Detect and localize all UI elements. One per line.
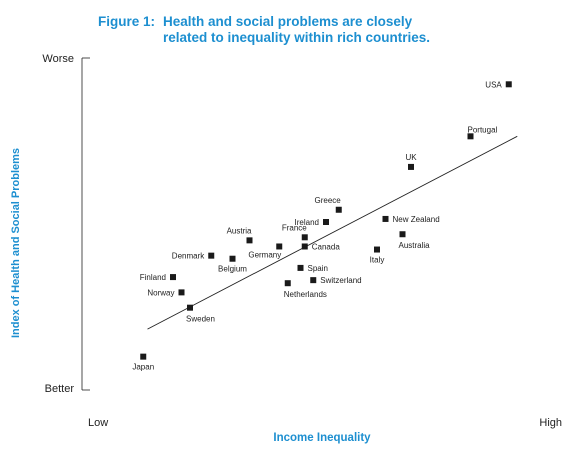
point-label-sweden: Sweden bbox=[186, 315, 215, 324]
point-label-spain: Spain bbox=[308, 264, 328, 273]
point-label-australia: Australia bbox=[399, 241, 431, 250]
point-label-ireland: Ireland bbox=[295, 218, 319, 227]
point-label-greece: Greece bbox=[315, 196, 342, 205]
figure-title-line-2: related to inequality within rich countr… bbox=[163, 30, 431, 45]
trend-line bbox=[147, 135, 518, 330]
point-switzerland bbox=[310, 277, 317, 284]
point-label-canada: Canada bbox=[312, 242, 341, 251]
point-label-japan: Japan bbox=[132, 363, 154, 372]
point-italy bbox=[374, 246, 380, 253]
point-france bbox=[301, 234, 308, 241]
x-tick-label-high: High bbox=[539, 417, 562, 429]
point-austria bbox=[246, 237, 253, 244]
point-label-switzerland: Switzerland bbox=[320, 276, 361, 285]
y-tick-label-better: Better bbox=[45, 383, 75, 395]
x-axis-title: Income Inequality bbox=[273, 432, 371, 444]
point-belgium bbox=[229, 255, 236, 262]
point-usa bbox=[505, 81, 512, 88]
point-ireland bbox=[323, 219, 329, 225]
point-japan bbox=[140, 353, 147, 360]
figure-label: Figure 1: bbox=[98, 14, 156, 29]
point-germany bbox=[276, 243, 283, 250]
point-norway bbox=[178, 289, 185, 296]
point-new-zealand bbox=[382, 215, 389, 222]
point-label-denmark: Denmark bbox=[172, 252, 205, 261]
point-label-netherlands: Netherlands bbox=[284, 290, 327, 299]
figure-title-text: Health and social problems are closely r… bbox=[163, 14, 493, 46]
point-label-austria: Austria bbox=[227, 226, 252, 235]
point-label-france: France bbox=[282, 223, 307, 232]
point-portugal bbox=[467, 133, 474, 140]
point-label-norway: Norway bbox=[147, 288, 174, 297]
point-finland bbox=[170, 274, 176, 281]
point-sweden bbox=[187, 304, 193, 311]
point-label-belgium: Belgium bbox=[218, 265, 247, 274]
points-layer: USA Portugal UK Greece Ireland New Zealand Aus… bbox=[132, 80, 512, 372]
point-canada bbox=[301, 243, 308, 250]
point-australia bbox=[399, 231, 406, 238]
y-tick-label-worse: Worse bbox=[42, 53, 74, 65]
x-tick-label-low: Low bbox=[88, 417, 108, 429]
y-axis-title: Index of Health and Social Problems bbox=[10, 148, 22, 338]
point-label-italy: Italy bbox=[370, 256, 385, 265]
point-label-uk: UK bbox=[405, 153, 417, 162]
point-label-finland: Finland bbox=[140, 273, 166, 282]
point-greece bbox=[335, 206, 342, 213]
figure-title-line-1: Health and social problems are closely bbox=[163, 14, 413, 29]
point-label-portugal: Portugal bbox=[468, 125, 498, 134]
point-netherlands bbox=[284, 280, 291, 287]
point-uk bbox=[408, 163, 414, 170]
point-label-new-zealand: New Zealand bbox=[393, 215, 440, 224]
point-spain bbox=[297, 264, 304, 271]
point-label-usa: USA bbox=[485, 80, 502, 89]
point-label-germany: Germany bbox=[248, 250, 281, 259]
point-denmark bbox=[208, 252, 215, 259]
